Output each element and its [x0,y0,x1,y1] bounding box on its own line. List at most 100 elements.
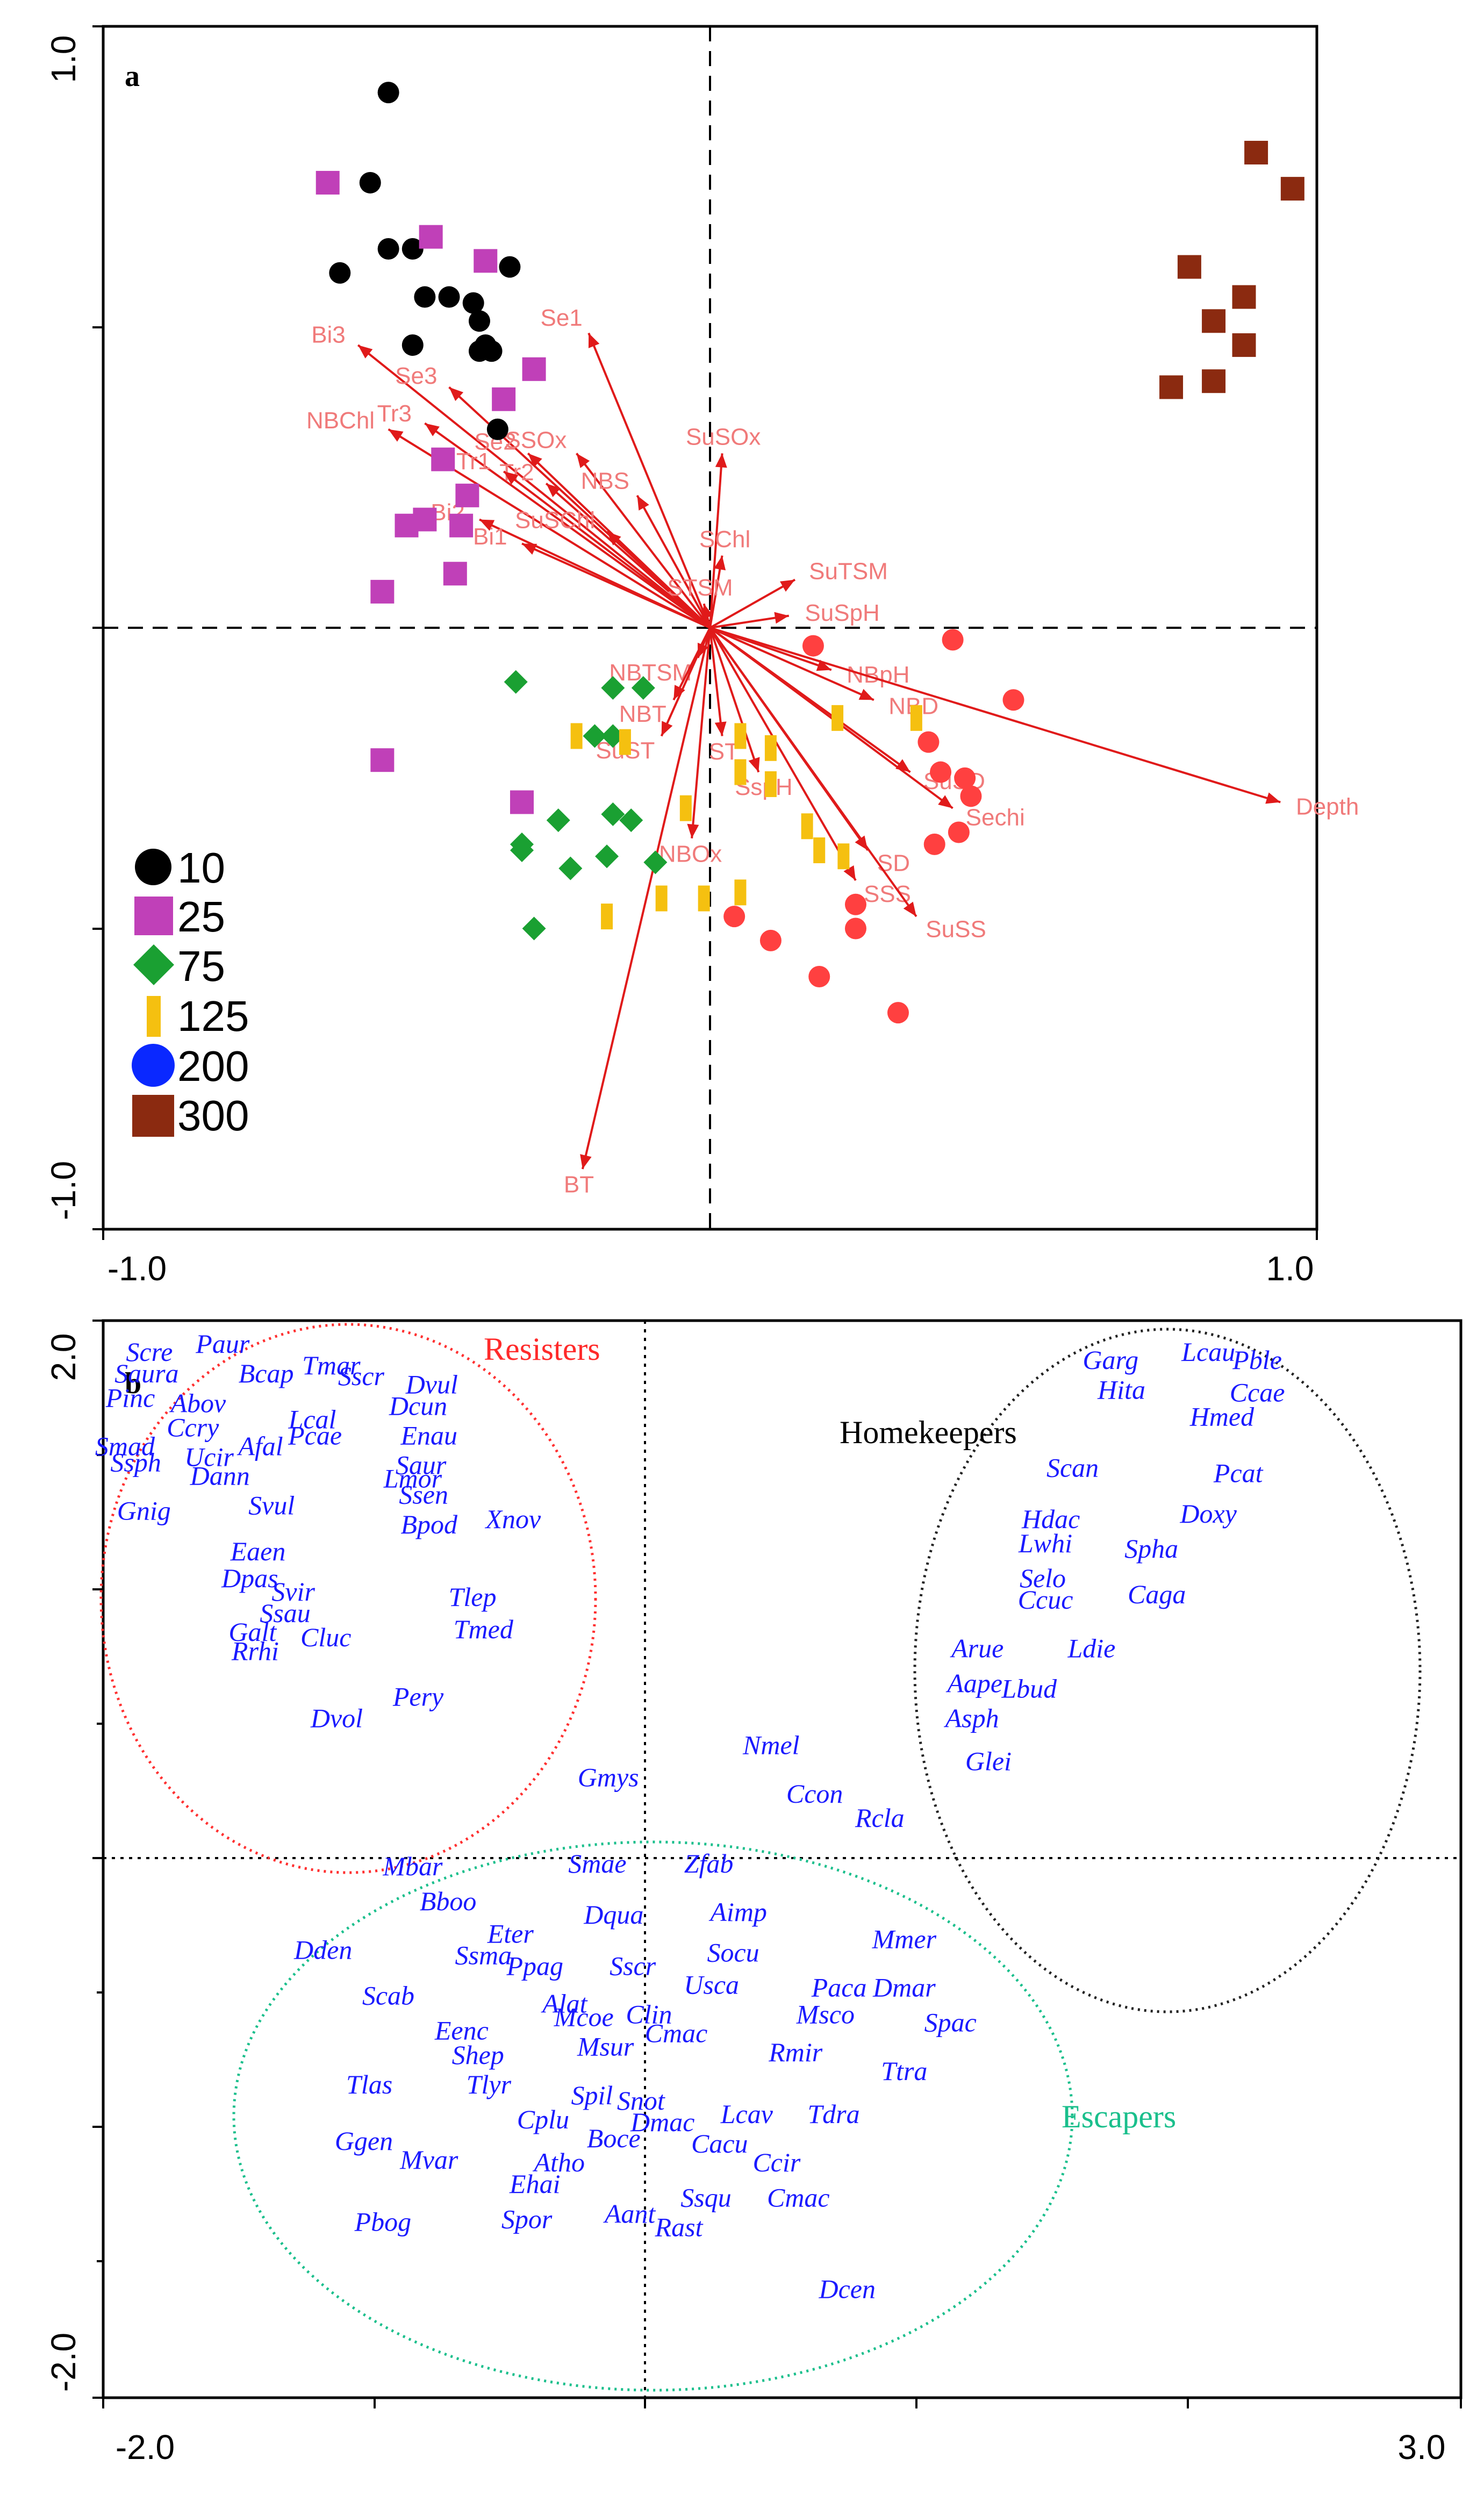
arrow-head-susph [774,612,789,624]
arrow-head-schl [714,555,726,571]
species-label-saura-resisters-3: Saura [114,1358,178,1388]
point-75-5 [546,808,570,833]
species-label-tmed-resisters-32: Tmed [454,1614,514,1644]
legend-label-125: 125 [177,992,249,1040]
legend-label-25: 25 [177,893,225,941]
species-label-scab-escapers-18: Scab [362,1981,414,2011]
species-label-xnov-resisters-24: Xnov [484,1504,541,1534]
species-label-spor-escapers-46: Spor [501,2204,553,2234]
point-125-9 [837,843,850,870]
species-label-dvol-resisters-36: Dvol [310,1703,363,1733]
species-label-aant-escapers-45: Aant [603,2198,656,2228]
species-label-paur-resisters-1: Paur [195,1329,250,1359]
point-10-5 [414,286,436,308]
panel-b-y-tick-bottom: -2.0 [44,2333,83,2392]
arrow-label-depth: Depth [1296,793,1359,820]
species-label-pble-homekeepers-2: Pble [1232,1345,1282,1375]
arrow-label-suschl: SuSChl [515,507,595,533]
arrow-head-bi2 [479,519,495,531]
legend-label-200: 200 [177,1042,249,1090]
species-label-usca-escapers-13: Usca [684,1970,739,2000]
species-label-ssph-resisters-18: Ssph [110,1447,161,1478]
arrow-nbs: NBS [581,468,711,628]
species-label-dann-resisters-19: Dann [190,1461,250,1491]
species-label-smae-escapers-1: Smae [568,1848,626,1879]
point-200-14 [802,635,824,657]
point-125-2 [734,723,747,749]
point-25-9 [449,513,474,537]
arrow-label-sd: SD [877,850,910,877]
panel-a-y-tick-top: 1.0 [44,35,83,83]
arrow-head-sd [855,835,868,851]
point-25-0 [316,170,340,195]
point-125-15 [910,705,922,731]
species-label-rcla-unassigned-3: Rcla [855,1803,905,1833]
species-label-dcun-resisters-9: Dcun [389,1390,447,1421]
species-label-lcau-homekeepers-0: Lcau [1181,1337,1235,1367]
arrow-tr1: Tr1 [456,448,711,629]
species-label-spac-escapers-21: Spac [924,2008,977,2038]
point-125-3 [764,735,777,761]
arrow-head-depth [1265,792,1281,804]
species-label-ssau-resisters-30: Ssau [260,1598,310,1628]
legend-item-10: 10 [135,844,225,892]
point-10-8 [462,292,484,314]
point-200-4 [954,767,976,789]
point-200-1 [1002,689,1024,711]
species-label-pcae-resisters-12: Pcae [288,1420,342,1450]
point-125-4 [734,759,747,785]
point-10-14 [486,418,508,440]
point-200-7 [923,833,945,855]
panel-b-x-tick-right: 3.0 [1398,2428,1446,2467]
legend-marker-125 [147,996,161,1037]
arrow-label-nbph: NBpH [847,662,909,688]
arrow-line-se1 [587,332,711,628]
point-25-10 [370,579,395,604]
species-label-scre-resisters-0: Scre [126,1337,173,1367]
species-label-ttra-escapers-27: Ttra [881,2056,927,2086]
point-125-1 [619,729,631,755]
arrow-head-nbd [858,689,874,700]
point-75-6 [601,802,625,826]
arrow-head-nbs [637,495,649,511]
arrow-head-nbchl [388,429,404,442]
species-label-hdac-homekeepers-8: Hdac [1021,1504,1080,1534]
species-label-garg-homekeepers-1: Garg [1082,1345,1138,1375]
series-25 [316,170,546,814]
arrow-label-nbt: NBT [619,701,666,727]
arrow-tr3: Tr3 [377,400,711,629]
species-label-eenc-escapers-22: Eenc [434,2016,489,2046]
arrow-line-depth [709,627,1281,804]
panel-a-x-ticks [102,1229,1318,1240]
species-label-enau-resisters-13: Enau [400,1420,457,1450]
arrow-bt: BT [564,627,711,1198]
species-label-snot-escapers-31: Snot [617,2085,665,2116]
species-label-bpod-resisters-25: Bpod [400,1509,458,1539]
species-label-ccir-escapers-41: Ccir [752,2147,800,2177]
arrow-line-sust [660,627,711,737]
species-label-lmor-resisters-20: Lmor [383,1464,442,1494]
species-label-clin-escapers-17: Clin [626,1999,672,2030]
species-label-pery-resisters-35: Pery [392,1681,444,1711]
arrow-line-sss [709,627,857,881]
arrow-head-se3 [449,387,464,402]
arrow-suschl: SuSChl [515,507,711,629]
panel-a-x-tick-left: -1.0 [107,1249,167,1288]
point-10-13 [481,340,503,362]
point-25-4 [492,387,516,411]
species-label-tlas-escapers-28: Tlas [346,2069,392,2099]
arrow-depth: Depth [709,627,1359,820]
point-200-13 [887,1002,909,1024]
species-label-aape-homekeepers-17: Aape [945,1668,1002,1698]
arrow-sutsm: SuTSM [709,558,888,629]
species-label-tlyr-escapers-29: Tlyr [467,2069,512,2099]
point-300-7 [1159,375,1184,399]
panel-b: 2.0 -2.0 -2.0 3.0 b Resisters Homekeeper… [44,1319,1463,2467]
arrow-label-suss: SuSS [926,916,986,943]
species-label-rast-escapers-47: Rast [655,2212,704,2242]
point-10-4 [329,262,351,284]
species-label-svul-resisters-23: Svul [248,1490,295,1521]
arrow-label-sechi: Sechi [966,805,1025,831]
species-label-rrhi-resisters-34: Rrhi [231,1636,279,1666]
